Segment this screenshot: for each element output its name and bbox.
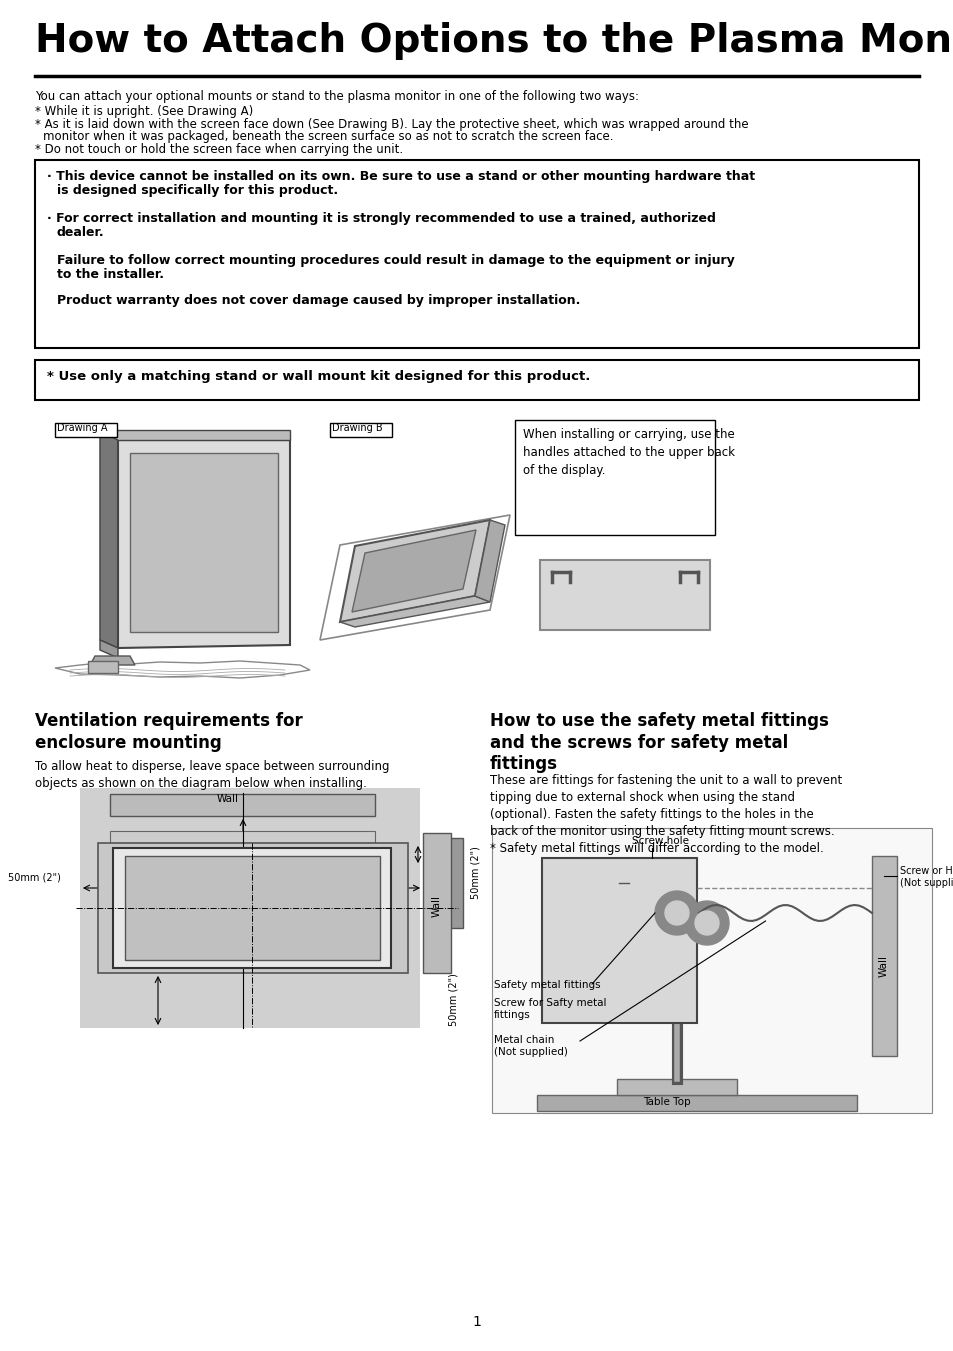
Text: Wall: Wall bbox=[432, 894, 441, 917]
Polygon shape bbox=[475, 520, 504, 603]
Polygon shape bbox=[352, 530, 476, 612]
Text: * Do not touch or hold the screen face when carrying the unit.: * Do not touch or hold the screen face w… bbox=[35, 143, 403, 155]
Bar bbox=[492, 828, 931, 1113]
Text: You can attach your optional mounts or stand to the plasma monitor in one of the: You can attach your optional mounts or s… bbox=[35, 91, 639, 103]
Polygon shape bbox=[695, 911, 719, 935]
Text: Drawing A: Drawing A bbox=[57, 423, 108, 434]
Bar bbox=[110, 831, 375, 843]
Text: Table Top: Table Top bbox=[642, 1097, 690, 1106]
Bar bbox=[442, 838, 462, 928]
Bar bbox=[617, 1079, 737, 1096]
Bar bbox=[537, 1096, 856, 1111]
Text: Wall: Wall bbox=[878, 955, 888, 977]
Bar bbox=[98, 843, 408, 973]
Polygon shape bbox=[100, 430, 105, 640]
Text: * While it is upright. (See Drawing A): * While it is upright. (See Drawing A) bbox=[35, 105, 253, 118]
Bar bbox=[35, 159, 918, 349]
Text: How to Attach Options to the Plasma Monitor: How to Attach Options to the Plasma Moni… bbox=[35, 22, 953, 59]
Text: Safety metal fittings: Safety metal fittings bbox=[494, 979, 600, 990]
Bar bbox=[110, 794, 375, 816]
Polygon shape bbox=[55, 661, 310, 678]
Polygon shape bbox=[339, 596, 490, 627]
Polygon shape bbox=[664, 901, 688, 925]
Text: 50mm (2"): 50mm (2") bbox=[308, 871, 360, 881]
Bar bbox=[515, 420, 714, 535]
Polygon shape bbox=[130, 453, 277, 632]
Text: to the installer.: to the installer. bbox=[57, 267, 164, 281]
Polygon shape bbox=[118, 440, 290, 648]
Text: Ventilation requirements for
enclosure mounting: Ventilation requirements for enclosure m… bbox=[35, 712, 302, 751]
Text: Drawing B: Drawing B bbox=[332, 423, 382, 434]
Polygon shape bbox=[655, 892, 699, 935]
Text: How to use the safety metal fittings
and the screws for safety metal
fittings: How to use the safety metal fittings and… bbox=[490, 712, 828, 773]
Polygon shape bbox=[684, 901, 728, 944]
Bar bbox=[125, 857, 379, 961]
Text: Screw or Hook etc.
(Not supplied): Screw or Hook etc. (Not supplied) bbox=[899, 866, 953, 889]
Text: · For correct installation and mounting it is strongly recommended to use a trai: · For correct installation and mounting … bbox=[47, 212, 715, 226]
Text: · This device cannot be installed on its own. Be sure to use a stand or other mo: · This device cannot be installed on its… bbox=[47, 170, 755, 182]
Text: When installing or carrying, use the
handles attached to the upper back
of the d: When installing or carrying, use the han… bbox=[522, 428, 734, 477]
Text: Failure to follow correct mounting procedures could result in damage to the equi: Failure to follow correct mounting proce… bbox=[57, 254, 734, 267]
Text: Screw hole: Screw hole bbox=[631, 836, 688, 846]
Bar bbox=[871, 857, 896, 1056]
Bar bbox=[35, 359, 918, 400]
Polygon shape bbox=[100, 640, 118, 658]
Bar bbox=[422, 834, 451, 973]
Text: is designed specifically for this product.: is designed specifically for this produc… bbox=[57, 184, 337, 197]
Text: * Use only a matching stand or wall mount kit designed for this product.: * Use only a matching stand or wall moun… bbox=[47, 370, 590, 382]
Polygon shape bbox=[100, 430, 290, 440]
Polygon shape bbox=[90, 657, 135, 665]
Text: * As it is laid down with the screen face down (See Drawing B). Lay the protecti: * As it is laid down with the screen fac… bbox=[35, 118, 748, 131]
Text: dealer.: dealer. bbox=[57, 226, 105, 239]
Bar bbox=[539, 561, 709, 630]
Text: 50mm (2"): 50mm (2") bbox=[471, 846, 480, 898]
Bar bbox=[55, 423, 117, 436]
Text: Wall: Wall bbox=[216, 794, 239, 804]
Text: Screw for Safty metal
fittings: Screw for Safty metal fittings bbox=[494, 998, 606, 1020]
Text: These are fittings for fastening the unit to a wall to prevent
tipping due to ex: These are fittings for fastening the uni… bbox=[490, 774, 841, 855]
Text: 50mm (2"): 50mm (2") bbox=[449, 973, 458, 1025]
Text: Metal chain
(Not supplied): Metal chain (Not supplied) bbox=[494, 1035, 567, 1058]
Bar bbox=[88, 661, 118, 673]
Bar bbox=[80, 788, 419, 1028]
Bar bbox=[112, 848, 391, 969]
Polygon shape bbox=[339, 520, 490, 621]
Text: Product warranty does not cover damage caused by improper installation.: Product warranty does not cover damage c… bbox=[57, 295, 579, 307]
Text: 1: 1 bbox=[472, 1315, 481, 1329]
Bar bbox=[330, 423, 392, 436]
Polygon shape bbox=[319, 515, 510, 640]
Polygon shape bbox=[100, 430, 118, 648]
Text: monitor when it was packaged, beneath the screen surface so as not to scratch th: monitor when it was packaged, beneath th… bbox=[43, 130, 613, 143]
Text: 50mm (2"): 50mm (2") bbox=[8, 873, 61, 884]
Bar bbox=[541, 858, 697, 1023]
Text: To allow heat to disperse, leave space between surrounding
objects as shown on t: To allow heat to disperse, leave space b… bbox=[35, 761, 389, 790]
